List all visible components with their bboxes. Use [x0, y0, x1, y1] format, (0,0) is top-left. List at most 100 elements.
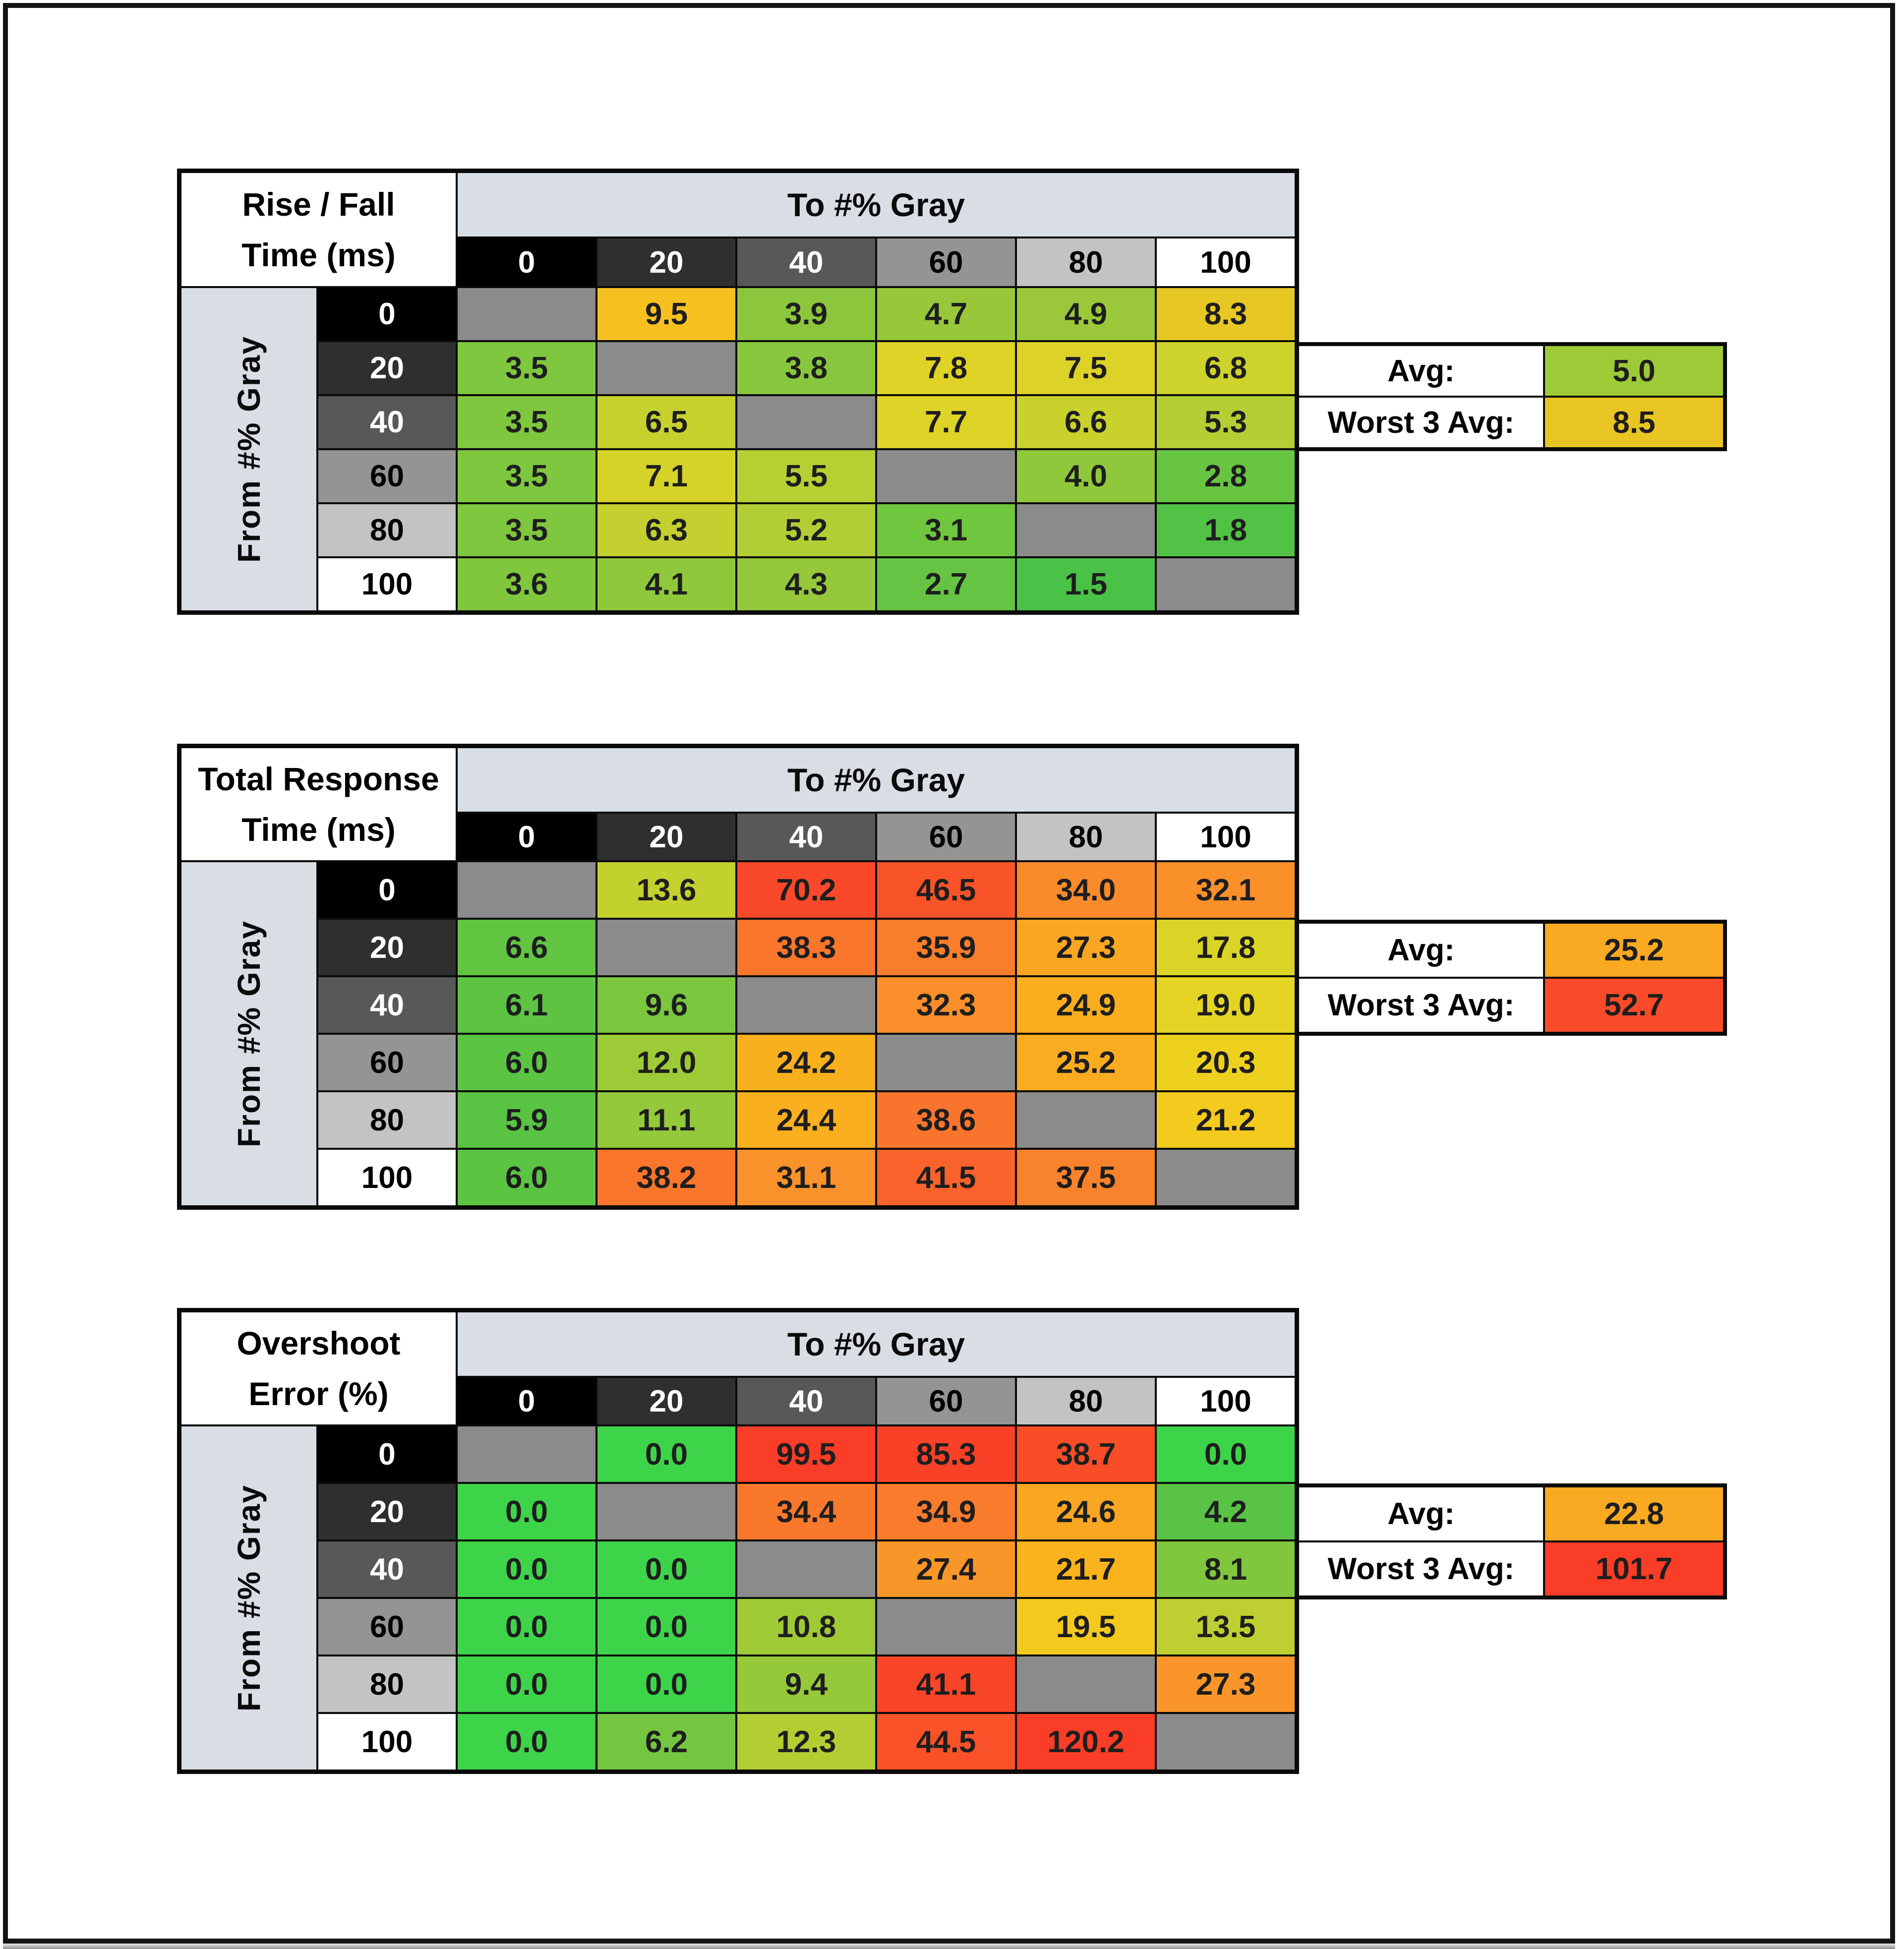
value-cell-from40-to100: 8.1 [1157, 1541, 1295, 1597]
worst3avg-value: 8.5 [1545, 398, 1723, 447]
col-header-20: 20 [597, 238, 735, 286]
value-cell-from60-to0: 6.0 [458, 1035, 595, 1090]
avg-value: 25.2 [1545, 924, 1723, 977]
col-header-80: 80 [1017, 1378, 1155, 1424]
summary-overshoot-error: Avg: 22.8 Worst 3 Avg: 101.7 [1295, 1483, 1727, 1599]
value-cell-from60-to100: 13.5 [1157, 1599, 1295, 1654]
row-header-100: 100 [318, 1714, 456, 1770]
value-cell-from100-to0: 0.0 [458, 1714, 595, 1770]
value-cell-from100-to40: 31.1 [737, 1150, 875, 1205]
diagonal-cell-20 [597, 342, 735, 394]
col-header-100: 100 [1157, 814, 1295, 860]
value-cell-from40-to80: 24.9 [1017, 977, 1155, 1033]
row-header-0: 0 [318, 1426, 456, 1482]
value-cell-from80-to100: 1.8 [1157, 504, 1295, 556]
value-cell-from20-to80: 24.6 [1017, 1484, 1155, 1539]
diagonal-cell-100 [1157, 558, 1295, 610]
value-cell-from80-to60: 38.6 [877, 1092, 1015, 1148]
from-gray-band: From #% Gray [181, 1426, 316, 1770]
value-cell-from40-to80: 6.6 [1017, 396, 1155, 448]
value-cell-from60-to40: 10.8 [737, 1599, 875, 1654]
value-cell-from20-to100: 6.8 [1157, 342, 1295, 394]
value-cell-from100-to40: 12.3 [737, 1714, 875, 1770]
row-header-20: 20 [318, 920, 456, 975]
value-cell-from20-to60: 7.8 [877, 342, 1015, 394]
value-cell-from40-to20: 9.6 [597, 977, 735, 1033]
worst3avg-label: Worst 3 Avg: [1299, 398, 1543, 447]
value-cell-from40-to20: 6.5 [597, 396, 735, 448]
diagonal-cell-20 [597, 1484, 735, 1539]
value-cell-from20-to40: 38.3 [737, 920, 875, 975]
worst3avg-value: 101.7 [1545, 1542, 1723, 1595]
summary-total-response-time: Avg: 25.2 Worst 3 Avg: 52.7 [1295, 920, 1727, 1036]
value-cell-from60-to40: 5.5 [737, 450, 875, 502]
value-cell-from100-to40: 4.3 [737, 558, 875, 610]
row-header-40: 40 [318, 1541, 456, 1597]
value-cell-from60-to100: 2.8 [1157, 450, 1295, 502]
value-cell-from0-to20: 9.5 [597, 288, 735, 340]
value-cell-from40-to100: 5.3 [1157, 396, 1295, 448]
diagonal-cell-80 [1017, 1092, 1155, 1148]
table-total-response-time: Total Response Time (ms) To #% Gray 0 20 40 60… [177, 744, 1299, 1210]
value-cell-from100-to20: 38.2 [597, 1150, 735, 1205]
col-header-20: 20 [597, 814, 735, 860]
value-cell-from40-to100: 19.0 [1157, 977, 1295, 1033]
to-gray-band: To #% Gray [458, 748, 1295, 812]
row-header-20: 20 [318, 342, 456, 394]
table-title-total-response-time: Total Response Time (ms) [181, 748, 456, 860]
value-cell-from60-to40: 24.2 [737, 1035, 875, 1090]
diagonal-cell-80 [1017, 504, 1155, 556]
col-header-100: 100 [1157, 1378, 1295, 1424]
avg-value: 5.0 [1545, 346, 1723, 396]
col-header-20: 20 [597, 1378, 735, 1424]
value-cell-from0-to20: 13.6 [597, 862, 735, 918]
table-title-overshoot-error: Overshoot Error (%) [181, 1312, 456, 1424]
value-cell-from100-to0: 6.0 [458, 1150, 595, 1205]
value-cell-from20-to80: 7.5 [1017, 342, 1155, 394]
to-gray-band: To #% Gray [458, 173, 1295, 236]
value-cell-from60-to80: 4.0 [1017, 450, 1155, 502]
value-cell-from0-to40: 70.2 [737, 862, 875, 918]
value-cell-from60-to0: 0.0 [458, 1599, 595, 1654]
value-cell-from60-to100: 20.3 [1157, 1035, 1295, 1090]
value-cell-from100-to60: 41.5 [877, 1150, 1015, 1205]
col-header-0: 0 [458, 238, 595, 286]
window-bottom-edge [3, 1944, 1895, 1949]
table-title-rise-fall-time: Rise / Fall Time (ms) [181, 173, 456, 286]
value-cell-from0-to80: 4.9 [1017, 288, 1155, 340]
value-cell-from80-to20: 0.0 [597, 1656, 735, 1712]
from-gray-band: From #% Gray [181, 862, 316, 1205]
value-cell-from80-to60: 41.1 [877, 1656, 1015, 1712]
value-cell-from60-to80: 19.5 [1017, 1599, 1155, 1654]
value-cell-from60-to80: 25.2 [1017, 1035, 1155, 1090]
value-cell-from100-to60: 44.5 [877, 1714, 1015, 1770]
value-cell-from40-to80: 21.7 [1017, 1541, 1155, 1597]
col-header-60: 60 [877, 814, 1015, 860]
value-cell-from60-to20: 0.0 [597, 1599, 735, 1654]
value-cell-from20-to0: 0.0 [458, 1484, 595, 1539]
diagonal-cell-100 [1157, 1714, 1295, 1770]
value-cell-from40-to0: 0.0 [458, 1541, 595, 1597]
value-cell-from80-to20: 11.1 [597, 1092, 735, 1148]
value-cell-from0-to40: 99.5 [737, 1426, 875, 1482]
diagonal-cell-40 [737, 396, 875, 448]
value-cell-from0-to60: 46.5 [877, 862, 1015, 918]
row-header-60: 60 [318, 1599, 456, 1654]
value-cell-from0-to40: 3.9 [737, 288, 875, 340]
value-cell-from80-to100: 27.3 [1157, 1656, 1295, 1712]
value-cell-from20-to60: 35.9 [877, 920, 1015, 975]
row-header-0: 0 [318, 862, 456, 918]
to-gray-band: To #% Gray [458, 1312, 1295, 1376]
value-cell-from20-to100: 17.8 [1157, 920, 1295, 975]
col-header-40: 40 [737, 814, 875, 860]
worst3avg-label: Worst 3 Avg: [1299, 979, 1543, 1032]
row-header-0: 0 [318, 288, 456, 340]
value-cell-from0-to100: 0.0 [1157, 1426, 1295, 1482]
value-cell-from20-to60: 34.9 [877, 1484, 1015, 1539]
value-cell-from40-to60: 32.3 [877, 977, 1015, 1033]
row-header-100: 100 [318, 1150, 456, 1205]
table-overshoot-error: Overshoot Error (%) To #% Gray 0 20 40 60 80 100… [177, 1308, 1299, 1774]
avg-label: Avg: [1299, 346, 1543, 396]
col-header-0: 0 [458, 814, 595, 860]
value-cell-from80-to40: 5.2 [737, 504, 875, 556]
